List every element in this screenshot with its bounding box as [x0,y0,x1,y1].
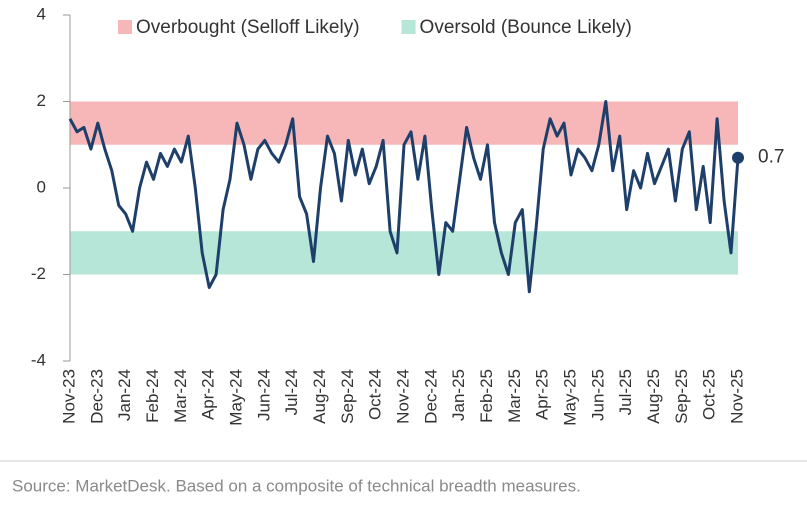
y-tick-label: 0 [37,177,46,196]
x-tick-label: Mar-24 [171,369,190,423]
x-tick-label: Jan-25 [449,369,468,421]
x-tick-label: Jan-24 [115,369,134,421]
end-label: 0.7 [758,147,784,168]
x-tick-label: Dec-23 [87,369,106,424]
x-tick-label: Sep-25 [672,369,691,424]
x-tick-label: Aug-25 [644,369,663,424]
y-tick-label: -2 [31,264,46,283]
x-tick-label: Jul-24 [282,369,301,415]
end-marker [732,151,744,164]
legend-label: Overbought (Selloff Likely) [136,17,360,38]
band [70,101,738,145]
x-tick-label: Oct-24 [366,369,385,420]
y-tick-label: 2 [37,91,46,110]
band [70,231,738,275]
x-tick-label: Apr-24 [199,369,218,420]
x-tick-label: Feb-25 [477,369,496,423]
x-tick-label: Dec-24 [421,369,440,424]
x-tick-label: Nov-25 [727,369,746,424]
x-tick-label: Apr-25 [533,369,552,420]
x-tick-label: Nov-23 [59,369,78,424]
y-tick-label: 4 [37,4,46,23]
x-tick-label: May-25 [560,369,579,426]
legend-label: Oversold (Bounce Likely) [420,17,632,38]
x-tick-label: Jul-25 [616,369,635,415]
line [68,100,740,294]
x-tick-label: Aug-24 [310,369,329,424]
legend-swatch [118,20,132,34]
x-tick-label: Jun-25 [588,369,607,421]
y-tick-label: -4 [31,350,46,369]
x-tick-label: Oct-25 [700,369,719,420]
x-tick-label: May-24 [226,369,245,426]
x-tick-label: Nov-24 [393,369,412,424]
x-tick-label: Jun-24 [254,369,273,421]
x-tick-label: Feb-24 [143,369,162,423]
x-tick-label: Sep-24 [338,369,357,424]
x-tick-label: Mar-25 [505,369,524,423]
legend-swatch [401,20,416,34]
source-note: Source: MarketDesk. Based on a composite… [12,476,581,495]
